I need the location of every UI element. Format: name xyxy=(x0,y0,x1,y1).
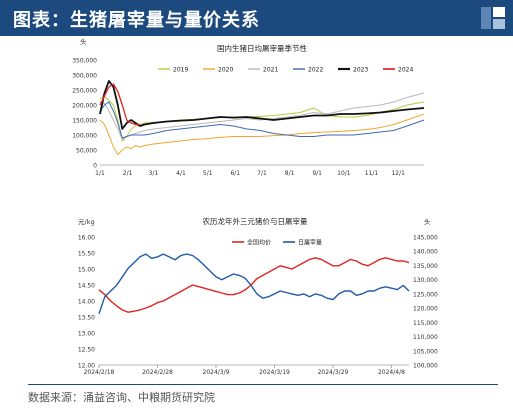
source-note: 数据来源：涌益咨询、中粮期货研究院 xyxy=(28,391,215,404)
y-tick-label: 300,000 xyxy=(72,73,97,80)
chart-title: 国内生猪日均屠宰量季节性 xyxy=(217,43,307,53)
y-tick-label: 350,000 xyxy=(72,58,97,65)
x-tick-label: 12/1 xyxy=(391,170,405,177)
x-tick-label: 2024/3/9 xyxy=(203,369,230,376)
left-y-tick-label: 15.00 xyxy=(78,267,95,274)
series-line-2022 xyxy=(99,101,425,139)
y-tick-label: 200,000 xyxy=(72,103,97,110)
series-line-日屠宰量 xyxy=(98,253,410,315)
x-tick-label: 5/1 xyxy=(203,170,213,177)
x-tick-label: 8/1 xyxy=(285,170,295,177)
legend-label: 日屠宰量 xyxy=(298,239,322,247)
series-line-2024 xyxy=(99,83,141,126)
legend-label: 2022 xyxy=(308,66,323,73)
page-title: 图表：生猪屠宰量与量价关系 xyxy=(13,10,260,31)
brand-logo-icon xyxy=(481,7,505,29)
left-y-tick-label: 13.00 xyxy=(78,331,95,338)
y-tick-label: 150,000 xyxy=(72,118,97,125)
right-y-tick-label: 100,000 xyxy=(413,363,438,370)
y-tick-label: 0 xyxy=(93,163,97,170)
series-line-2021 xyxy=(99,92,425,140)
y-tick-label: 100,000 xyxy=(72,133,97,140)
x-tick-label: 2024/2/28 xyxy=(142,369,173,376)
left-y-tick-label: 14.50 xyxy=(78,283,95,290)
x-tick-label: 2024/3/29 xyxy=(318,369,349,376)
y-axis-unit-label: 头 xyxy=(80,37,87,46)
right-y-tick-label: 105,000 xyxy=(413,348,438,355)
x-tick-label: 2024/4/8 xyxy=(378,369,405,376)
x-tick-label: 4/1 xyxy=(176,170,186,177)
legend-label: 全国均价 xyxy=(247,239,271,247)
right-axis-unit-label: 头 xyxy=(424,217,431,226)
source-divider xyxy=(28,384,498,385)
series-line-2023 xyxy=(99,80,425,130)
series-line-全国均价 xyxy=(98,257,410,313)
x-tick-label: 7/1 xyxy=(257,170,267,177)
right-y-tick-label: 145,000 xyxy=(413,235,438,242)
right-y-tick-label: 110,000 xyxy=(413,334,438,341)
right-y-tick-label: 130,000 xyxy=(413,277,438,284)
right-y-tick-label: 115,000 xyxy=(413,320,438,327)
legend-label: 2021 xyxy=(263,66,278,73)
right-y-tick-label: 140,000 xyxy=(413,249,438,256)
x-tick-label: 11/1 xyxy=(365,170,379,177)
legend-label: 2024 xyxy=(398,66,413,73)
legend-label: 2020 xyxy=(218,66,233,73)
y-tick-label: 250,000 xyxy=(72,88,97,95)
series-line-2020 xyxy=(99,113,425,155)
left-y-tick-label: 12.50 xyxy=(78,347,95,354)
right-y-tick-label: 120,000 xyxy=(413,306,438,313)
x-tick-label: 3/1 xyxy=(149,170,159,177)
x-tick-label: 9/1 xyxy=(312,170,322,177)
right-y-tick-label: 125,000 xyxy=(413,291,438,298)
legend-label: 2023 xyxy=(353,66,368,73)
left-y-tick-label: 14.00 xyxy=(78,299,95,306)
left-y-tick-label: 12.00 xyxy=(78,363,95,370)
chart-title: 农历龙年外三元猪价与日屠宰量 xyxy=(203,216,308,226)
header-banner: 图表：生猪屠宰量与量价关系 xyxy=(0,0,513,36)
left-axis-unit-label: 元/kg xyxy=(78,218,95,226)
x-tick-label: 2024/2/18 xyxy=(84,369,115,376)
y-tick-label: 50,000 xyxy=(76,148,97,155)
left-y-tick-label: 15.50 xyxy=(78,251,95,258)
legend-label: 2019 xyxy=(173,66,188,73)
left-y-tick-label: 16.00 xyxy=(78,235,95,242)
x-tick-label: 10/1 xyxy=(337,170,351,177)
x-tick-label: 2024/3/19 xyxy=(259,369,290,376)
right-y-tick-label: 135,000 xyxy=(413,263,438,270)
x-tick-label: 1/1 xyxy=(95,170,105,177)
x-tick-label: 6/1 xyxy=(230,170,240,177)
left-y-tick-label: 13.50 xyxy=(78,315,95,322)
x-tick-label: 2/1 xyxy=(123,170,133,177)
